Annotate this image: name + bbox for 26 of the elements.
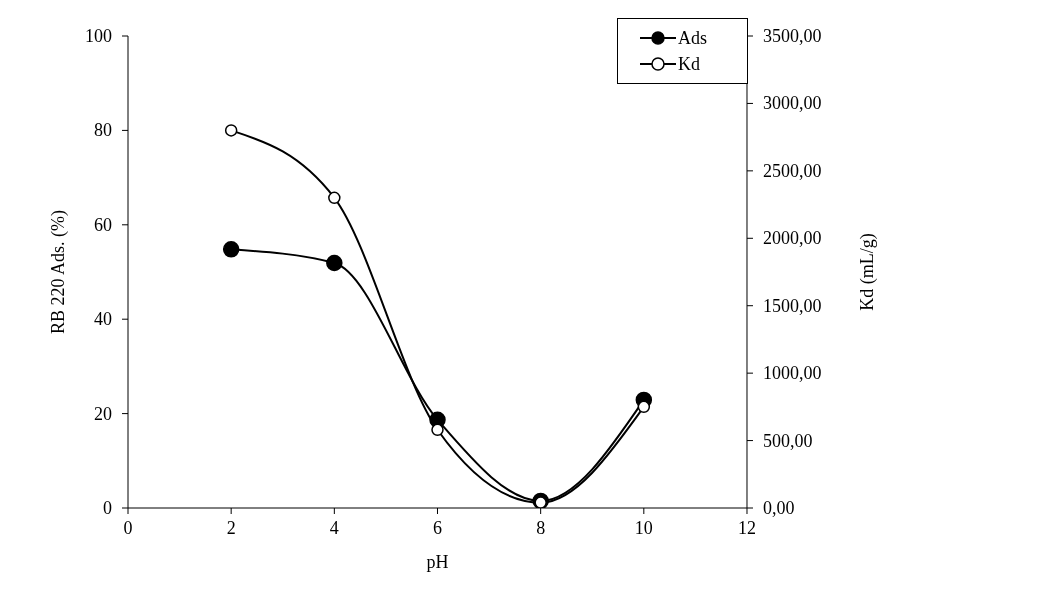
y-tick-label: 100 [85,26,112,46]
y2-tick-label: 1500,00 [762,295,822,316]
y2-tick-label: 2500,00 [762,160,822,181]
x-axis-title: pH [426,552,449,572]
y2-tick-label: 1000,00 [762,363,822,384]
x-tick-label: 6 [432,518,442,538]
legend-label: Kd [677,53,700,75]
x-tick-label: 4 [329,518,339,538]
y-tick-label: 0 [103,498,112,518]
x-tick-label: 12 [737,518,756,538]
y2-tick-label: 3500,00 [762,26,822,46]
y-tick-label: 60 [94,214,112,235]
y2-tick-label: 3000,00 [762,93,822,114]
y2-tick-label: 2000,00 [762,228,822,249]
y-axis-title: RB 220 Ads. (%) [48,209,70,335]
x-tick-label: 10 [634,518,653,538]
x-tick-label: 2 [226,518,236,538]
y-tick-label: 20 [94,403,112,424]
y2-tick-label: 500,00 [762,430,813,451]
y2-axis-title: Kd (mL/g) [857,233,879,311]
y-tick-label: 40 [94,309,112,330]
x-tick-label: 8 [536,518,546,538]
y2-tick-label: 0,00 [762,498,795,518]
legend-label: Ads [677,27,707,49]
x-tick-label: 0 [123,518,133,538]
y-tick-label: 80 [94,120,112,141]
